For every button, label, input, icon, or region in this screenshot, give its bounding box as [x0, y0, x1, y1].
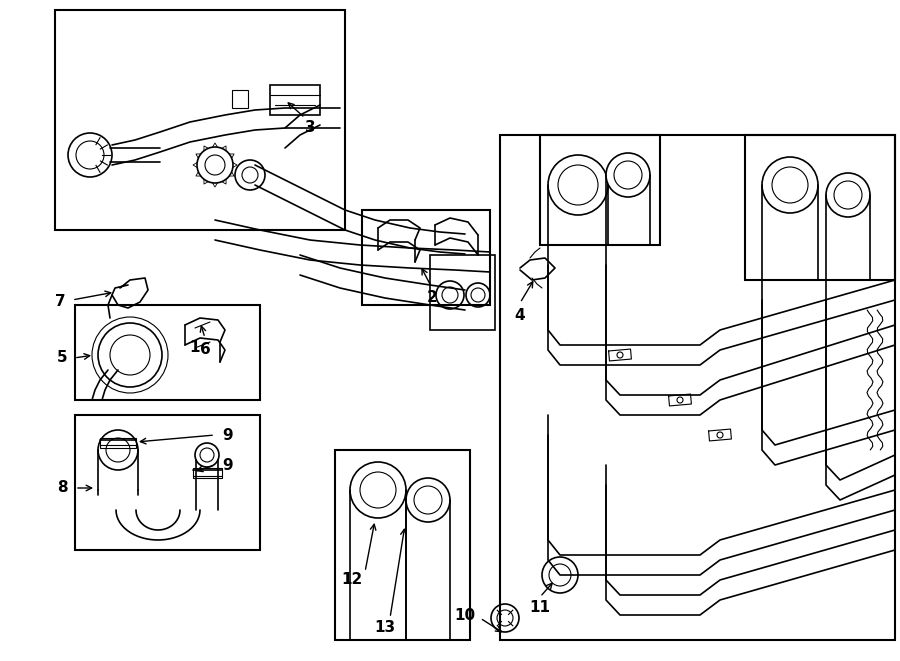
Text: 2: 2 [427, 290, 437, 305]
Bar [75, 415, 260, 550]
Circle shape [406, 478, 450, 522]
Text: 3: 3 [305, 120, 315, 136]
Bar [500, 135, 895, 640]
Text: 13: 13 [374, 621, 396, 635]
Circle shape [762, 157, 818, 213]
Text: 7: 7 [55, 295, 66, 309]
Bar [55, 10, 345, 230]
Bar [270, 85, 320, 115]
Bar [335, 450, 470, 640]
Circle shape [542, 557, 578, 593]
Text: 11: 11 [529, 600, 551, 615]
Circle shape [606, 153, 650, 197]
Text: 1: 1 [190, 340, 200, 356]
Bar [540, 135, 660, 245]
Bar [362, 210, 490, 305]
Bar [232, 90, 248, 108]
Bar [430, 255, 495, 330]
Text: 9: 9 [222, 428, 233, 442]
Text: 6: 6 [200, 342, 211, 358]
Circle shape [826, 173, 870, 217]
Circle shape [548, 155, 608, 215]
Text: 12: 12 [341, 572, 363, 588]
Bar [100, 438, 136, 448]
Text: 5: 5 [57, 350, 68, 366]
Bar [193, 468, 222, 478]
Text: 10: 10 [454, 609, 475, 623]
Bar [75, 305, 260, 400]
Text: 8: 8 [57, 481, 68, 496]
Circle shape [350, 462, 406, 518]
Bar [745, 135, 895, 280]
Text: 9: 9 [222, 457, 233, 473]
Text: 4: 4 [515, 307, 526, 323]
